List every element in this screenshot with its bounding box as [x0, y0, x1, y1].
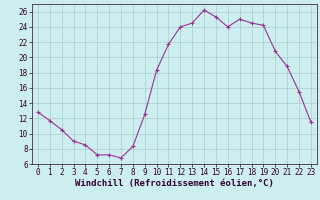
X-axis label: Windchill (Refroidissement éolien,°C): Windchill (Refroidissement éolien,°C) [75, 179, 274, 188]
